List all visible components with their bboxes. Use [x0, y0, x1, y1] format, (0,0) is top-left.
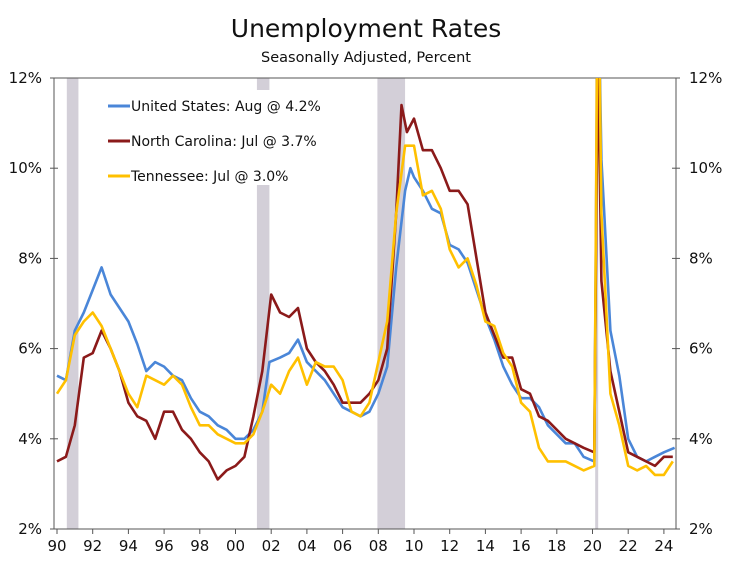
x-tick-label: 90 [47, 537, 66, 555]
y-tick-label-right: 4% [689, 430, 713, 448]
x-tick-label: 10 [404, 537, 423, 555]
x-tick-label: 92 [83, 537, 102, 555]
x-tick-label: 94 [119, 537, 138, 555]
y-tick-label-left: 12% [9, 69, 42, 87]
x-tick-label: 20 [583, 537, 602, 555]
y-tick-label-right: 6% [689, 340, 713, 358]
x-tick-label: 18 [547, 537, 566, 555]
y-tick-label-left: 2% [18, 520, 42, 538]
y-tick-label-right: 8% [689, 249, 713, 267]
y-tick-label-right: 12% [689, 69, 722, 87]
x-tick-label: 02 [262, 537, 281, 555]
series-line-us [56, 78, 676, 463]
x-tick-label: 00 [226, 537, 245, 555]
legend-background [95, 90, 355, 185]
legend-label: United States: Aug @ 4.2% [131, 99, 321, 115]
chart-title: Unemployment Rates [230, 14, 502, 43]
x-tick-label: 04 [297, 537, 316, 555]
x-tick-label: 22 [619, 537, 638, 555]
legend-label: North Carolina: Jul @ 3.7% [131, 134, 317, 150]
x-tick-label: 96 [155, 537, 174, 555]
x-tick-label: 08 [369, 537, 388, 555]
recession-band [66, 78, 79, 529]
x-tick-label: 16 [512, 537, 531, 555]
x-tick-label: 06 [333, 537, 352, 555]
x-tick-label: 12 [440, 537, 459, 555]
x-tick-label: 24 [654, 537, 673, 555]
y-tick-label-left: 8% [18, 249, 42, 267]
y-tick-label-right: 10% [689, 159, 722, 177]
x-tick-label: 14 [476, 537, 495, 555]
y-tick-label-left: 10% [9, 159, 42, 177]
y-tick-label-right: 2% [689, 520, 713, 538]
y-tick-label-left: 4% [18, 430, 42, 448]
legend-label: Tennessee: Jul @ 3.0% [130, 169, 289, 185]
x-tick-label: 98 [190, 537, 209, 555]
chart-subtitle: Seasonally Adjusted, Percent [261, 50, 471, 66]
series-line-tn [55, 78, 674, 477]
y-tick-label-left: 6% [18, 340, 42, 358]
